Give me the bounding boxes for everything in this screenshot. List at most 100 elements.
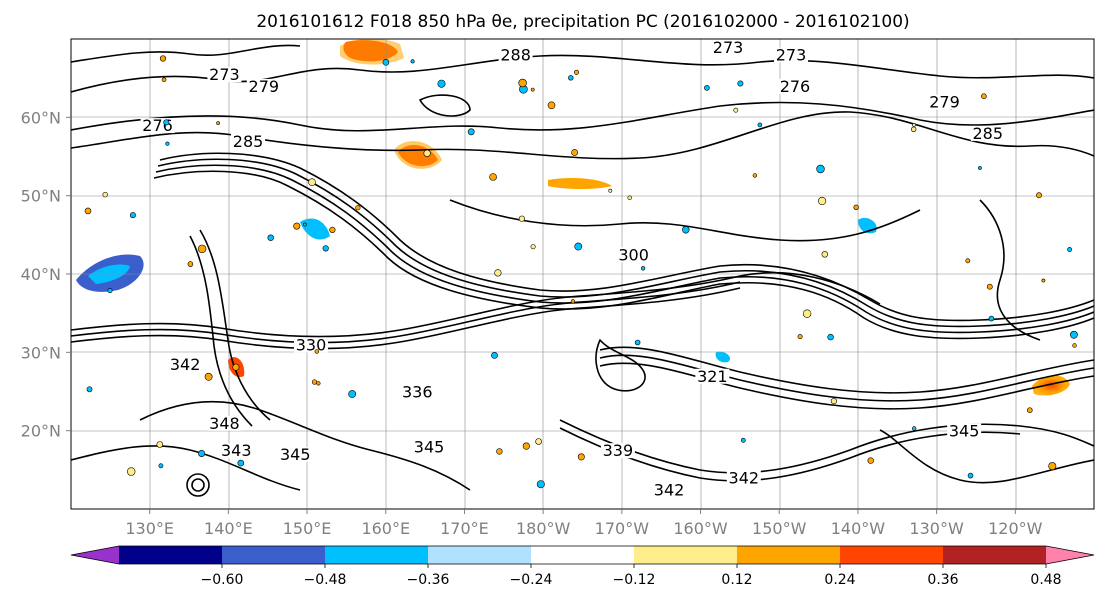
precip-dot: [530, 244, 536, 250]
colorbar-tick-label: 0.12: [721, 572, 752, 588]
contour-label-gap: [652, 482, 687, 498]
precip-dot: [967, 472, 974, 479]
precip-dot: [570, 299, 576, 304]
precip-dot: [165, 141, 170, 146]
contour-ring: [186, 473, 210, 497]
contour-label-gap: [412, 439, 447, 455]
lon-tick-label: 140°E: [204, 519, 253, 538]
colorbar-segment: [531, 546, 635, 564]
contour-line: [71, 101, 1094, 132]
precip-dot: [757, 122, 763, 128]
precip-dot: [965, 258, 971, 264]
precip-dot: [981, 93, 987, 99]
colorbar-segment: [634, 546, 738, 564]
precip-dot: [740, 437, 746, 443]
precip-dot: [187, 261, 194, 267]
precip-dot: [568, 75, 574, 81]
precip-dot: [1072, 343, 1077, 348]
contour-label: 273: [776, 46, 807, 65]
contour-label: 343: [221, 441, 252, 460]
precip-dot: [237, 459, 245, 467]
precip-dot: [522, 442, 530, 450]
lon-tick-label: 170°E: [440, 519, 489, 538]
precip-dot: [682, 226, 690, 234]
contour-line: [599, 354, 1094, 402]
precip-dot: [752, 173, 758, 178]
precip-dot: [489, 173, 497, 181]
precip-dot: [821, 251, 828, 258]
contour-label-gap: [278, 447, 313, 463]
contour-label-gap: [774, 47, 809, 63]
lon-tick-label: 160°W: [673, 519, 728, 538]
lon-tick-label: 180°W: [516, 519, 571, 538]
contour-label-gap: [246, 78, 281, 94]
precip-dot: [302, 222, 307, 227]
precip-dot: [311, 379, 318, 385]
contour-line: [419, 94, 471, 117]
precip-dot: [530, 87, 535, 92]
precip-dot: [978, 166, 982, 170]
precip-dot: [491, 351, 498, 359]
contour-line: [595, 339, 646, 392]
contour-line: [153, 170, 1094, 340]
precip-dot: [911, 426, 917, 431]
contour-label: 321: [697, 367, 728, 386]
shade-negative-japan: [300, 218, 330, 240]
shade-positive-band: [548, 178, 612, 189]
precip-dot: [156, 441, 164, 448]
contour-label: 279: [929, 93, 960, 112]
contour-line: [189, 235, 253, 427]
precip-dot: [102, 191, 108, 198]
contour-label: 285: [972, 124, 1003, 143]
contour-line: [159, 152, 1094, 322]
contour-label: 348: [209, 414, 240, 433]
precip-dot: [704, 85, 710, 91]
precip-dot: [634, 339, 641, 346]
contour-label-gap: [927, 94, 962, 110]
contour-label: 279: [249, 77, 280, 96]
precip-dot: [1036, 192, 1042, 199]
contour-line: [71, 44, 301, 63]
colorbar-tick-label: −0.36: [407, 572, 450, 588]
precip-dot: [816, 164, 825, 174]
precip-dot: [267, 234, 274, 241]
lon-tick-label: 150°E: [283, 519, 332, 538]
precip-dot: [577, 453, 585, 461]
precip-dots: [84, 55, 1078, 489]
colorbar-segment: [222, 546, 326, 564]
precip-dot: [316, 381, 321, 386]
colorbar-segment: [325, 546, 429, 564]
contour-label: 273: [209, 65, 240, 84]
contour-line: [559, 419, 1094, 474]
lon-tick-label: 120°W: [988, 519, 1043, 538]
precip-dot: [627, 195, 632, 200]
precip-dot: [437, 79, 446, 88]
contour-label: 342: [170, 355, 201, 374]
lat-tick-label: 50°N: [21, 187, 61, 206]
shade-positive-north-edge: [340, 39, 404, 65]
precip-dot: [314, 349, 319, 354]
precip-dot: [494, 269, 502, 277]
precip-dot: [84, 207, 92, 215]
contour-label-gap: [947, 423, 982, 439]
colorbar-tick-label: −0.24: [510, 572, 553, 588]
chart-title: 2016101612 F018 850 hPa θe, precipitatio…: [256, 12, 909, 32]
precip-dot: [802, 309, 812, 318]
lat-tick-label: 30°N: [21, 343, 61, 362]
colorbar-tick-label: 0.36: [927, 572, 958, 588]
contour-label: 345: [414, 437, 445, 456]
precip-dot: [830, 398, 838, 405]
precip-dot: [608, 188, 613, 193]
lon-tick-label: 150°W: [752, 519, 807, 538]
theta-e-contours: [71, 44, 1094, 497]
colorbar-tick-label: −0.48: [304, 572, 347, 588]
precip-dot: [467, 128, 475, 136]
precip-dot: [86, 386, 93, 393]
contour-label: 273: [713, 38, 744, 57]
contour-label: 345: [949, 422, 980, 441]
precip-dot: [817, 196, 827, 206]
precip-dot: [198, 449, 206, 457]
contour-line: [199, 229, 271, 421]
lon-tick-label: 160°E: [361, 519, 410, 538]
